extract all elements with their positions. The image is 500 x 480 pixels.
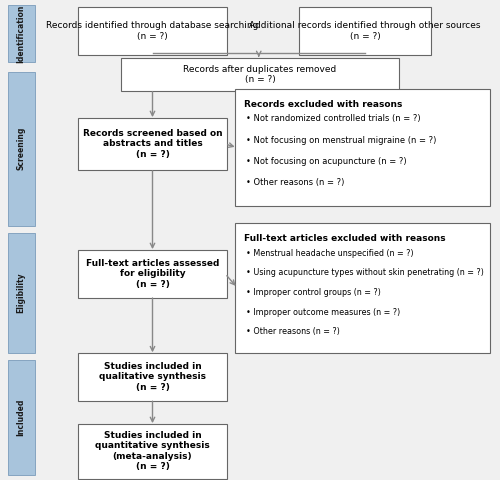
Text: Additional records identified through other sources
(n = ?): Additional records identified through ot… — [249, 22, 481, 41]
Text: Records identified through database searching
(n = ?): Records identified through database sear… — [46, 22, 258, 41]
Text: • Improper control groups (n = ?): • Improper control groups (n = ?) — [246, 288, 381, 297]
FancyBboxPatch shape — [78, 353, 228, 401]
FancyBboxPatch shape — [121, 58, 399, 91]
Text: Records excluded with reasons: Records excluded with reasons — [244, 100, 402, 109]
FancyBboxPatch shape — [78, 424, 228, 479]
Bar — [8, 5, 35, 62]
Bar — [8, 233, 35, 353]
Text: Full-text articles assessed
for eligibility
(n = ?): Full-text articles assessed for eligibil… — [86, 259, 219, 288]
Text: • Menstrual headache unspecified (n = ?): • Menstrual headache unspecified (n = ?) — [246, 249, 414, 258]
Text: • Other reasons (n = ?): • Other reasons (n = ?) — [246, 327, 340, 336]
FancyBboxPatch shape — [78, 7, 228, 55]
Text: • Other reasons (n = ?): • Other reasons (n = ?) — [246, 178, 344, 187]
Text: • Not focusing on menstrual migraine (n = ?): • Not focusing on menstrual migraine (n … — [246, 135, 436, 144]
Text: • Not focusing on acupuncture (n = ?): • Not focusing on acupuncture (n = ?) — [246, 157, 406, 166]
Bar — [8, 360, 35, 475]
Text: • Using acupuncture types without skin penetrating (n = ?): • Using acupuncture types without skin p… — [246, 268, 484, 277]
Text: Identification: Identification — [16, 4, 26, 63]
FancyBboxPatch shape — [235, 223, 490, 353]
Bar — [8, 72, 35, 226]
Text: • Improper outcome measures (n = ?): • Improper outcome measures (n = ?) — [246, 308, 400, 316]
Text: Records screened based on
abstracts and titles
(n = ?): Records screened based on abstracts and … — [82, 129, 222, 159]
FancyBboxPatch shape — [235, 89, 490, 206]
Text: Eligibility: Eligibility — [16, 273, 26, 313]
FancyBboxPatch shape — [78, 250, 228, 298]
Text: Full-text articles excluded with reasons: Full-text articles excluded with reasons — [244, 234, 445, 243]
Text: Studies included in
qualitative synthesis
(n = ?): Studies included in qualitative synthesi… — [99, 362, 206, 392]
Text: Screening: Screening — [16, 127, 26, 170]
Text: Records after duplicates removed
(n = ?): Records after duplicates removed (n = ?) — [184, 65, 336, 84]
FancyBboxPatch shape — [299, 7, 431, 55]
Text: Studies included in
quantitative synthesis
(meta-analysis)
(n = ?): Studies included in quantitative synthes… — [95, 431, 210, 471]
Text: • Not randomized controlled trials (n = ?): • Not randomized controlled trials (n = … — [246, 114, 420, 123]
FancyBboxPatch shape — [78, 118, 228, 170]
Text: Included: Included — [16, 399, 26, 436]
